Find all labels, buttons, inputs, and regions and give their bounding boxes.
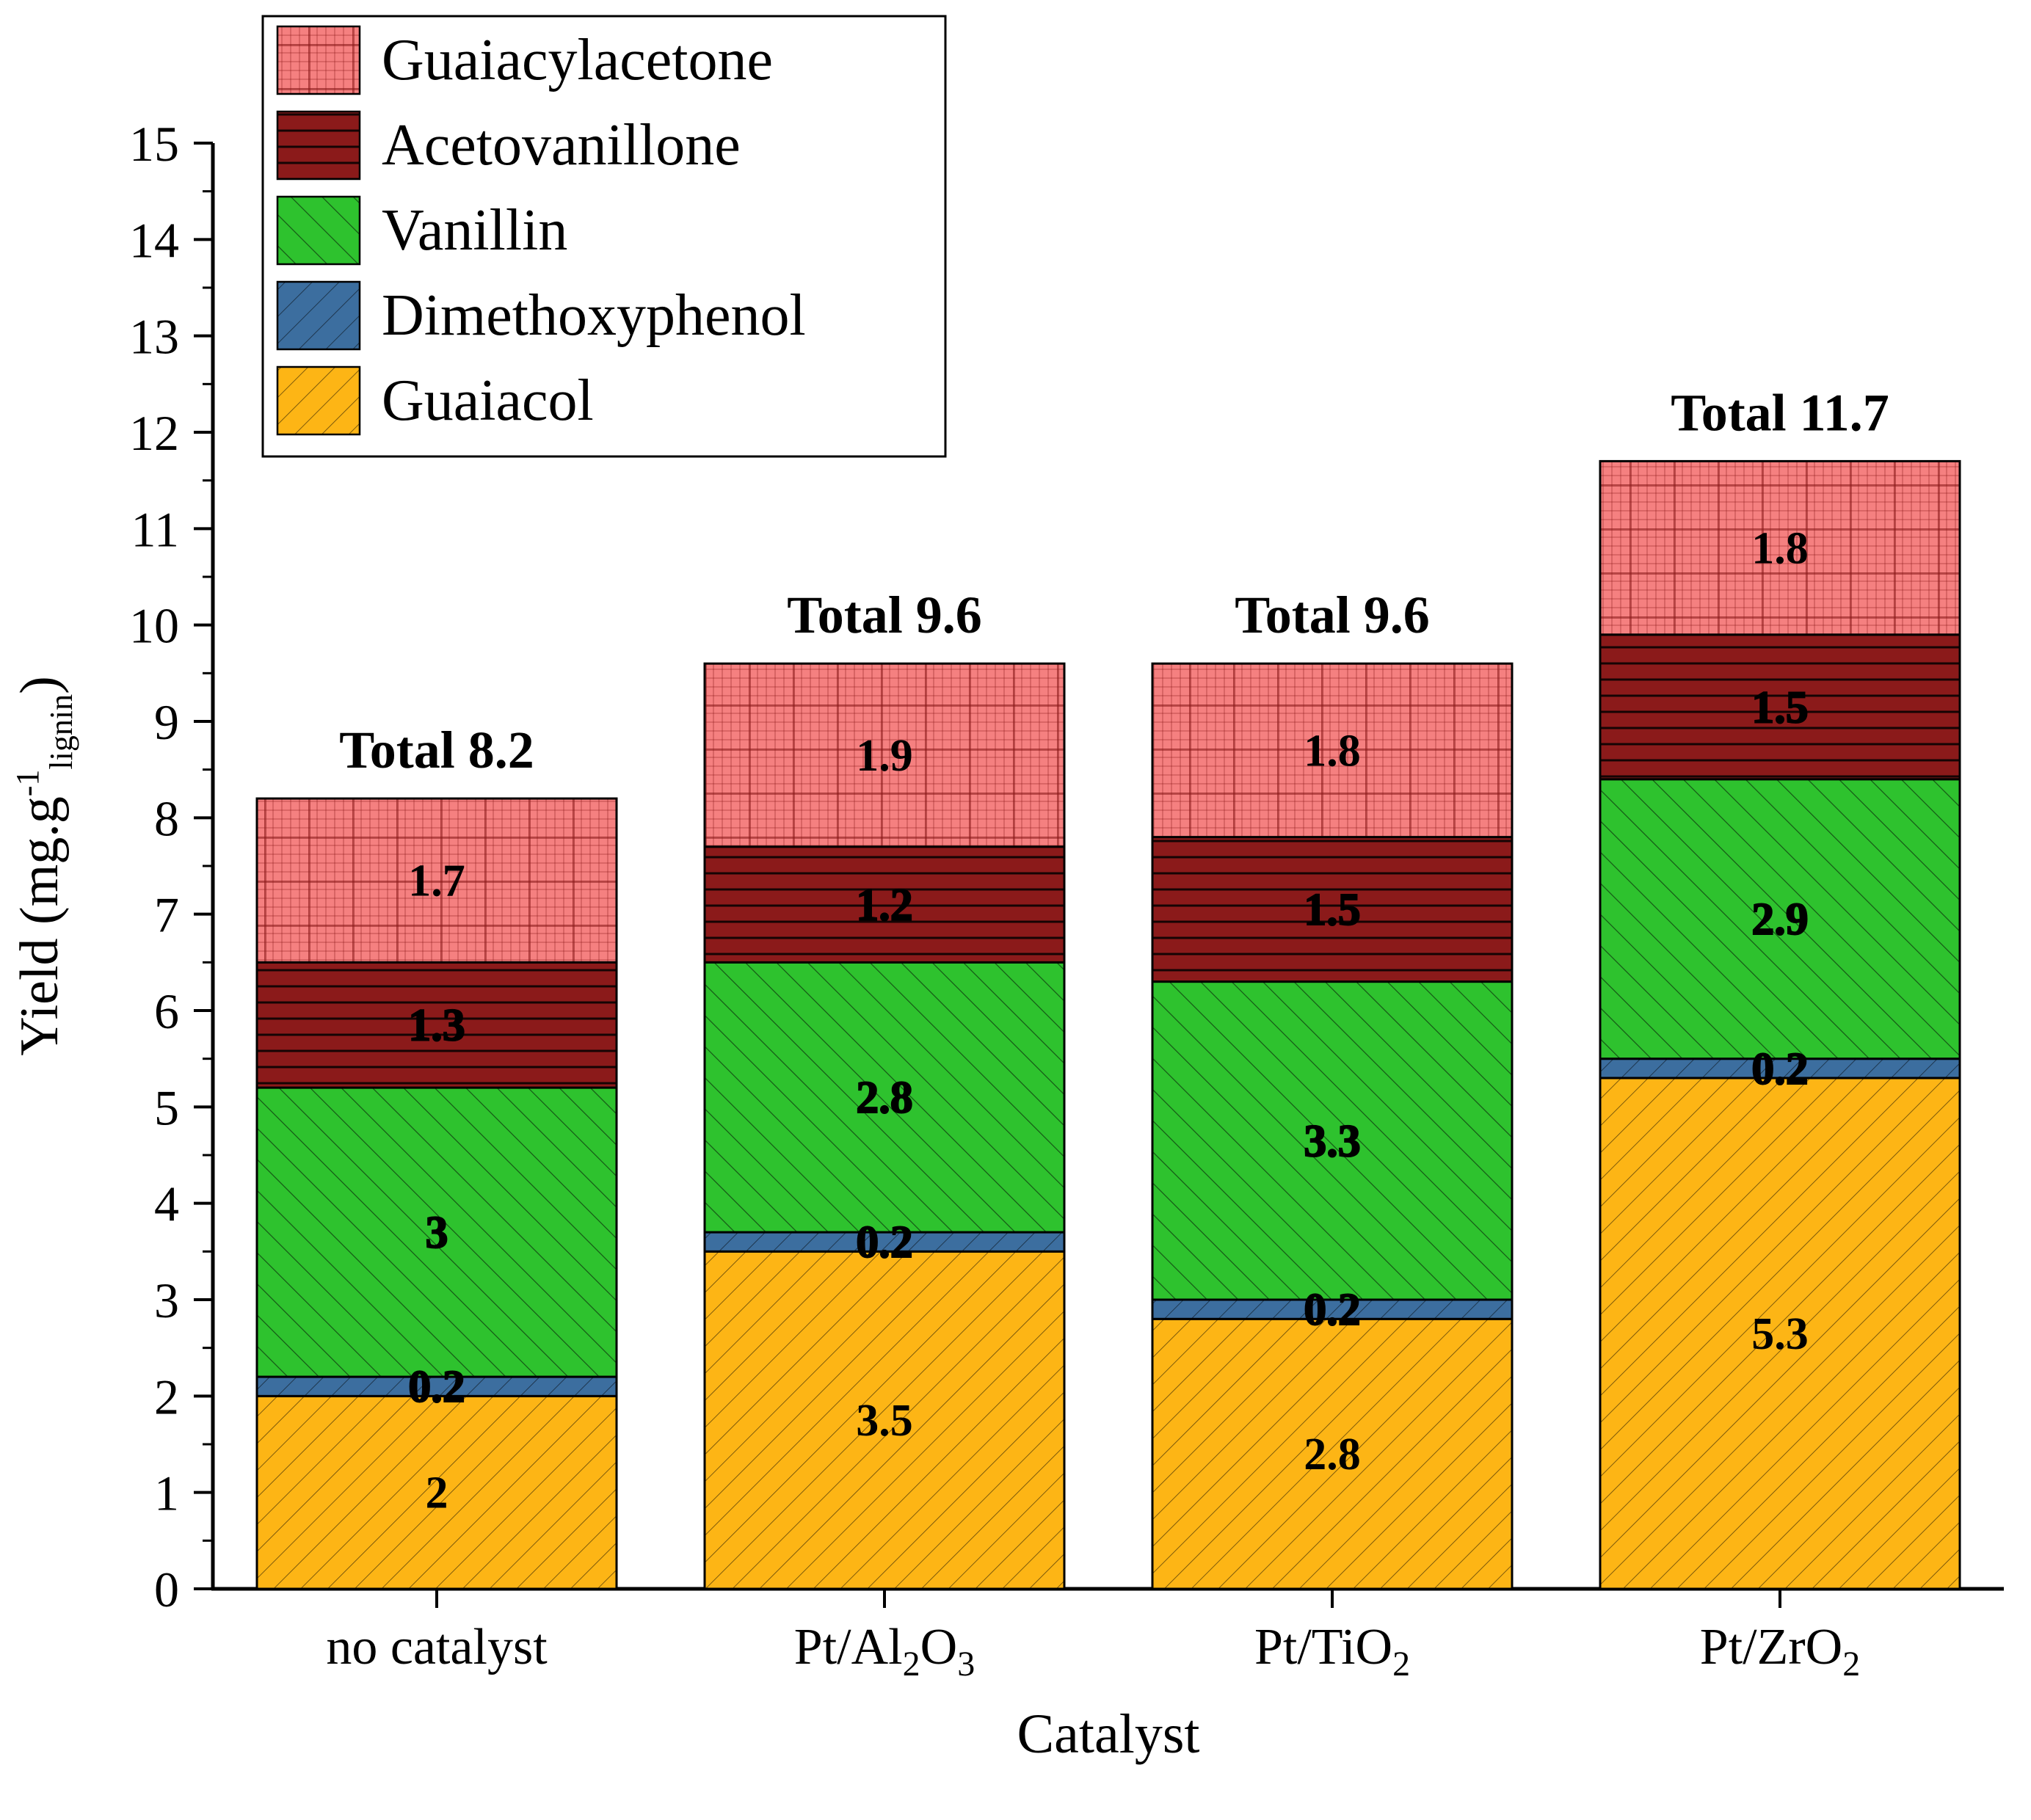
segment-value-label: 3 (426, 1208, 448, 1258)
bar-segment-vanillin-0 (255, 1086, 618, 1378)
x-tick-label: no catalyst (326, 1619, 548, 1675)
total-label: Total 8.2 (339, 721, 534, 779)
legend-swatch-guaiacylacetone-icon (276, 25, 361, 95)
x-axis-title: Catalyst (1017, 1703, 1200, 1765)
bar-segment-guaiacylacetone-1 (703, 662, 1066, 848)
segment-value-label: 5.3 (1751, 1309, 1809, 1359)
legend-box (261, 15, 947, 458)
bar-segment-vanillin-3 (1599, 778, 1961, 1060)
segment-value-label: 1.3 (408, 1001, 465, 1051)
bar-segment-acetovanillone-2 (1151, 836, 1514, 983)
bar-segment-guaiacol-2 (1151, 1317, 1514, 1590)
segment-value-label: 2.8 (1304, 1430, 1361, 1479)
bar-segment-guaiacylacetone-0 (255, 797, 618, 964)
y-tick-label: 12 (129, 405, 179, 461)
bar-segment-acetovanillone-1 (703, 845, 1066, 964)
y-tick-label: 3 (154, 1273, 179, 1328)
segment-value-label: 3.5 (856, 1396, 913, 1446)
segment-value-label: 2.9 (1751, 895, 1809, 944)
bar-segment-dimethoxyphenol-2 (1151, 1298, 1514, 1320)
bar-segment-guaiacol-0 (255, 1394, 618, 1590)
x-tick-label: Pt/Al2O3 (794, 1619, 975, 1684)
legend-label-guaiacylacetone: Guaiacylacetone (382, 28, 773, 92)
y-tick-label: 4 (154, 1176, 179, 1232)
bar-segment-vanillin-1 (703, 961, 1066, 1234)
total-label: Total 9.6 (787, 586, 981, 644)
total-label: Total 11.7 (1671, 383, 1889, 442)
y-tick-label: 8 (154, 790, 179, 846)
y-tick-label: 10 (129, 598, 179, 654)
legend-swatch-acetovanillone-icon (276, 110, 361, 181)
segment-value-label: 1.8 (1751, 524, 1809, 574)
bar-segment-acetovanillone-0 (255, 961, 618, 1089)
y-tick-label: 1 (154, 1466, 179, 1521)
y-tick-label: 11 (131, 501, 179, 557)
segment-value-label: 3.3 (1304, 1116, 1361, 1166)
bar-segment-guaiacylacetone-3 (1599, 459, 1961, 636)
segment-value-label: 0.2 (1304, 1285, 1361, 1335)
bar-segment-vanillin-2 (1151, 980, 1514, 1301)
y-tick-label: 2 (154, 1369, 179, 1424)
y-tick-label: 0 (154, 1562, 179, 1617)
segment-value-label: 0.2 (856, 1217, 913, 1267)
legend-swatch-vanillin-icon (276, 195, 361, 266)
segment-value-label: 2 (426, 1468, 448, 1518)
y-tick-label: 9 (154, 694, 179, 750)
bar-segment-guaiacylacetone-2 (1151, 662, 1514, 839)
segment-value-label: 1.5 (1304, 885, 1361, 935)
x-tick-label: Pt/ZrO2 (1700, 1619, 1860, 1684)
segment-value-label: 0.2 (408, 1362, 465, 1412)
x-tick-label: Pt/TiO2 (1254, 1619, 1410, 1684)
legend-label-dimethoxyphenol: Dimethoxyphenol (382, 283, 806, 348)
total-label: Total 9.6 (1235, 586, 1429, 644)
legend-label-guaiacol: Guaiacol (382, 368, 594, 433)
segment-value-label: 1.5 (1751, 682, 1809, 732)
bar-segment-acetovanillone-3 (1599, 633, 1961, 781)
bar-segment-guaiacol-1 (703, 1250, 1066, 1590)
legend-label-vanillin: Vanillin (382, 198, 567, 263)
legend-swatch-guaiacol-icon (276, 365, 361, 436)
bar-segment-dimethoxyphenol-3 (1599, 1058, 1961, 1080)
y-tick-label: 15 (129, 116, 179, 172)
y-tick-label: 7 (154, 887, 179, 943)
y-tick-label: 6 (154, 983, 179, 1039)
y-axis-title: Yield (mg.g-1lignin) (10, 676, 79, 1056)
legend-label-acetovanillone: Acetovanillone (382, 113, 741, 178)
y-tick-label: 5 (154, 1080, 179, 1135)
legend-swatch-dimethoxyphenol-icon (276, 280, 361, 351)
y-tick-label: 13 (129, 309, 179, 365)
segment-value-label: 1.9 (856, 731, 913, 781)
segment-value-label: 1.2 (856, 881, 913, 931)
segment-value-label: 0.2 (1751, 1044, 1809, 1094)
y-tick-label: 14 (129, 212, 179, 268)
segment-value-label: 2.8 (856, 1073, 913, 1123)
bar-segment-guaiacol-3 (1599, 1077, 1961, 1590)
segment-value-label: 1.7 (408, 856, 465, 906)
segment-value-label: 1.8 (1304, 726, 1361, 776)
